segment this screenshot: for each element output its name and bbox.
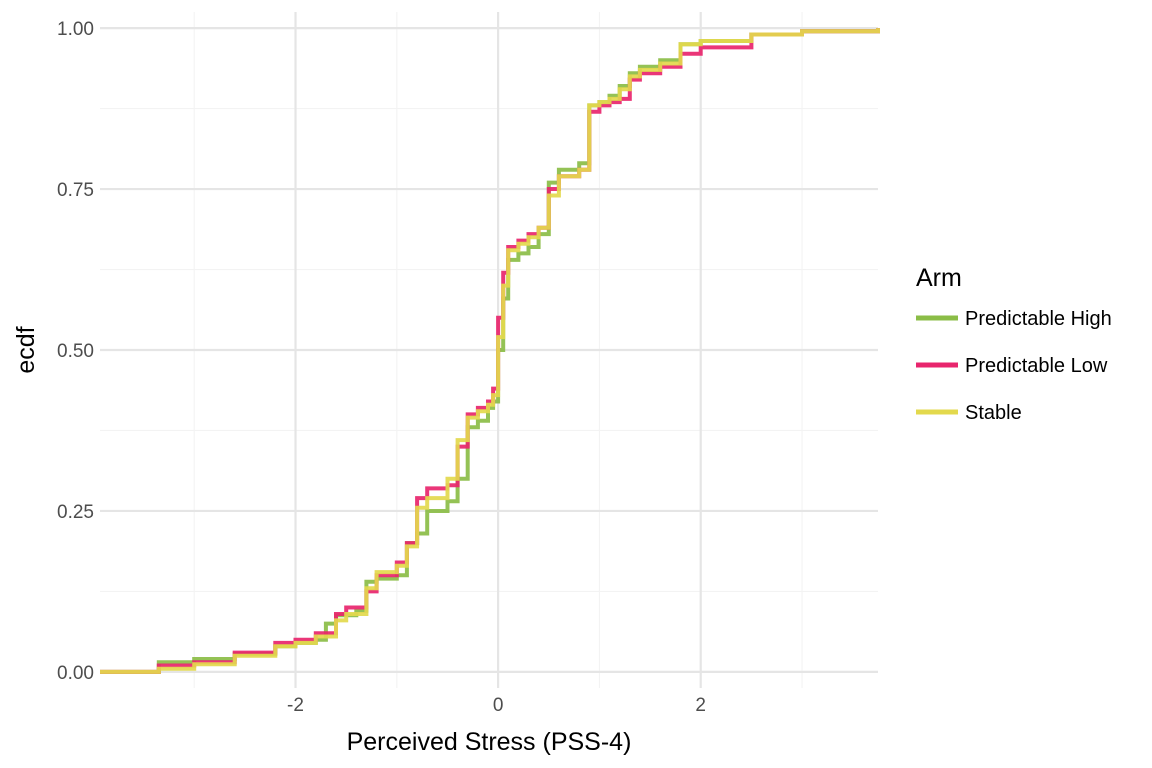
y-tick-label: 0.50 (57, 341, 94, 362)
legend-label-2: Stable (965, 402, 1022, 424)
y-axis-ticks: 0.00 0.25 0.50 0.75 1.00 (57, 19, 94, 684)
y-tick-label: 0.75 (57, 180, 94, 201)
x-axis-title: Perceived Stress (PSS-4) (347, 728, 632, 756)
series-line-2 (100, 28, 880, 674)
x-tick-label: -2 (287, 695, 304, 716)
y-axis-title: ecdf (12, 326, 40, 373)
series-lines (100, 28, 880, 674)
major-gridlines (100, 12, 878, 688)
legend-label-1: Predictable Low (965, 355, 1108, 377)
legend-title: Arm (916, 264, 962, 292)
y-tick-label: 0.00 (57, 663, 94, 684)
x-tick-label: 2 (695, 695, 706, 716)
x-tick-label: 0 (493, 695, 504, 716)
minor-gridlines (100, 12, 878, 688)
x-axis-ticks: -2 0 2 (287, 695, 706, 716)
legend-items: Predictable High Predictable Low Stable (916, 308, 1112, 424)
legend: Arm Predictable High Predictable Low Stabl… (916, 264, 1112, 424)
legend-label-0: Predictable High (965, 308, 1112, 330)
y-tick-label: 0.25 (57, 502, 94, 523)
y-tick-label: 1.00 (57, 19, 94, 40)
